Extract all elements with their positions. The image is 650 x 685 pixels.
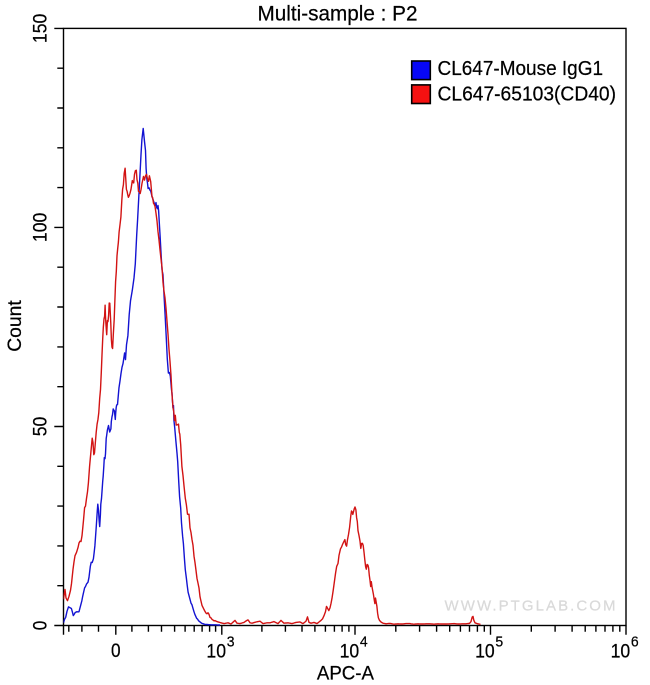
svg-text:APC-A: APC-A	[317, 663, 374, 684]
svg-text:10: 10	[611, 642, 631, 663]
svg-text:5: 5	[495, 635, 503, 651]
svg-text:CL647-65103(CD40): CL647-65103(CD40)	[438, 83, 617, 105]
svg-text:0: 0	[30, 621, 51, 631]
svg-text:Count: Count	[4, 300, 26, 352]
svg-text:WWW.PTGLAB.COM: WWW.PTGLAB.COM	[445, 598, 616, 615]
svg-text:50: 50	[30, 417, 51, 437]
svg-text:10: 10	[340, 642, 360, 663]
svg-text:3: 3	[227, 635, 235, 651]
svg-text:Multi-sample : P2: Multi-sample : P2	[258, 3, 418, 26]
svg-text:100: 100	[30, 213, 51, 242]
svg-text:10: 10	[475, 642, 495, 663]
svg-text:150: 150	[30, 14, 51, 43]
svg-text:CL647-Mouse IgG1: CL647-Mouse IgG1	[438, 58, 604, 80]
svg-text:10: 10	[206, 642, 226, 663]
svg-text:0: 0	[111, 641, 121, 662]
svg-text:6: 6	[631, 635, 639, 651]
svg-text:4: 4	[360, 635, 368, 651]
